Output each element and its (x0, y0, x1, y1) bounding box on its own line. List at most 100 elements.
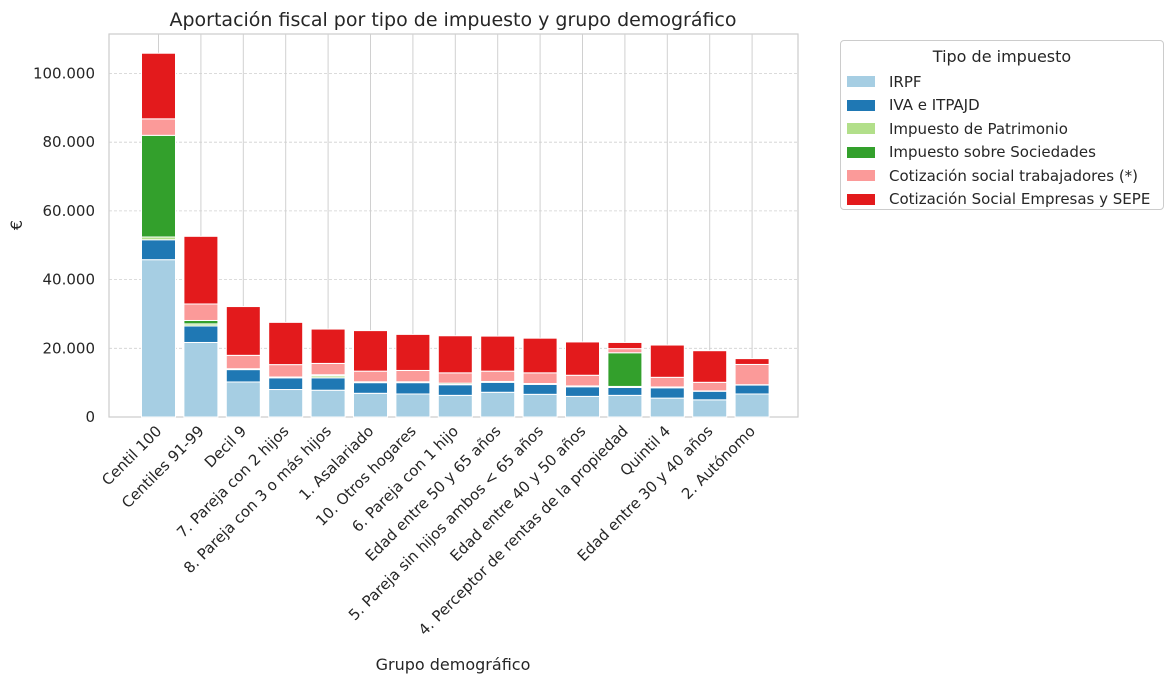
bar-segment-6 (650, 345, 684, 377)
bar-segment-1 (396, 394, 430, 417)
legend-item: Impuesto sobre Sociedades (841, 141, 1163, 165)
bar-segment-5 (481, 371, 515, 381)
y-tick-label: 40.000 (43, 271, 96, 289)
bar-segment-1 (735, 394, 769, 417)
y-tick-label: 100.000 (33, 65, 95, 83)
bar-stack (311, 329, 345, 417)
bar-segment-2 (735, 385, 769, 394)
bar-segment-5 (650, 377, 684, 387)
bar-segment-1 (523, 394, 557, 417)
bar-segment-1 (693, 400, 727, 417)
bar-segment-2 (650, 388, 684, 398)
y-tick-label: 60.000 (43, 202, 96, 220)
bar-segment-2 (184, 326, 218, 342)
bar-segment-6 (226, 307, 260, 356)
bar-segment-5 (693, 382, 727, 391)
bar-segment-1 (438, 395, 472, 417)
legend-items: IRPF IVA e ITPAJD Impuesto de Patrimonio Im… (841, 70, 1163, 211)
bar-segment-5 (566, 375, 600, 386)
bar-segment-1 (481, 392, 515, 417)
bar-segment-6 (438, 336, 472, 373)
legend-swatch (847, 100, 875, 111)
bar-segment-5 (184, 304, 218, 320)
legend-swatch (847, 170, 875, 181)
bar-segment-5 (142, 119, 176, 135)
legend-label: Impuesto de Patrimonio (889, 120, 1068, 138)
legend-label: Cotización Social Empresas y SEPE (889, 190, 1150, 208)
bar-segment-6 (566, 342, 600, 375)
bar-segment-2 (693, 391, 727, 400)
bar-segment-4 (608, 353, 642, 387)
bar-segment-1 (226, 382, 260, 417)
bar-segment-2 (566, 387, 600, 397)
legend-title: Tipo de impuesto (841, 47, 1163, 66)
y-tick-label: 0 (85, 408, 95, 426)
bar-stack (693, 351, 727, 417)
y-axis-label: € (7, 220, 26, 230)
bar-segment-5 (354, 371, 388, 382)
bar-segment-5 (438, 373, 472, 383)
bar-segment-5 (735, 364, 769, 384)
y-tick-label: 20.000 (43, 339, 96, 357)
bar-segment-5 (226, 355, 260, 368)
bar-stack (396, 334, 430, 417)
bar-segment-2 (226, 370, 260, 382)
legend-label: Impuesto sobre Sociedades (889, 143, 1096, 161)
x-tick-label: 2. Autónomo (678, 422, 759, 503)
bar-segment-5 (269, 365, 303, 377)
bar-segment-1 (269, 390, 303, 417)
legend-item: IVA e ITPAJD (841, 94, 1163, 118)
bar-segment-2 (269, 378, 303, 390)
legend-item: Cotización Social Empresas y SEPE (841, 188, 1163, 212)
y-tick-label: 80.000 (43, 133, 96, 151)
bar-stack (142, 53, 176, 417)
chart-title: Aportación fiscal por tipo de impuesto y… (169, 9, 736, 31)
bar-segment-2 (396, 383, 430, 394)
y-axis-ticks: 0 20.000 40.000 60.000 80.000 100.000 (33, 65, 95, 426)
bar-segment-1 (650, 398, 684, 417)
bar-segment-1 (184, 342, 218, 417)
legend-label: IVA e ITPAJD (889, 96, 980, 114)
bar-segment-1 (311, 390, 345, 417)
bar-stack (269, 322, 303, 417)
bar-segment-1 (566, 396, 600, 417)
bar-segment-5 (311, 363, 345, 374)
bar-stack (438, 336, 472, 417)
legend-swatch (847, 194, 875, 205)
bar-segment-6 (311, 329, 345, 363)
bar-stack (184, 236, 218, 417)
bar-stack (566, 342, 600, 417)
bar-stack (523, 338, 557, 417)
legend-label: IRPF (889, 73, 922, 91)
bar-segment-6 (184, 236, 218, 304)
bar-segment-6 (608, 342, 642, 348)
legend-swatch (847, 123, 875, 134)
bar-stack (735, 359, 769, 417)
bar-segment-2 (438, 385, 472, 396)
bar-segment-4 (184, 320, 218, 323)
bar-segment-6 (269, 322, 303, 364)
bar-segment-2 (608, 387, 642, 395)
bar-segment-5 (523, 373, 557, 384)
bar-segment-1 (608, 395, 642, 417)
bar-segment-2 (311, 378, 345, 390)
bar-segment-6 (523, 338, 557, 373)
bar-segment-2 (481, 382, 515, 392)
bar-stack (608, 342, 642, 417)
bar-segment-1 (354, 393, 388, 417)
legend-item: IRPF (841, 70, 1163, 94)
bar-segment-6 (142, 53, 176, 119)
bar-segment-2 (142, 240, 176, 260)
bar-segment-6 (735, 359, 769, 365)
bar-segment-6 (396, 334, 430, 370)
bar-segment-6 (693, 351, 727, 383)
x-axis-label: Grupo demográfico (376, 655, 531, 674)
legend-swatch (847, 76, 875, 87)
bar-segment-2 (354, 383, 388, 394)
bar-stack (481, 336, 515, 417)
bar-segment-5 (396, 370, 430, 381)
bar-segment-6 (354, 331, 388, 372)
bar-stack (650, 345, 684, 417)
legend-swatch (847, 147, 875, 158)
